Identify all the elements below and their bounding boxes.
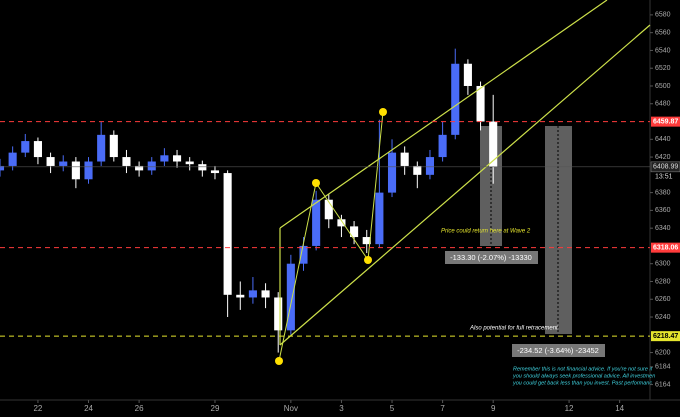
candle-body bbox=[84, 161, 93, 180]
candle-body bbox=[71, 161, 80, 180]
candle-body bbox=[122, 157, 131, 166]
candle-body bbox=[476, 85, 485, 122]
y-tick-label: 6540 bbox=[655, 47, 671, 54]
last-price-box bbox=[650, 161, 680, 173]
candle-body bbox=[438, 134, 447, 158]
candle-body bbox=[59, 161, 68, 166]
candle-body bbox=[274, 297, 283, 331]
candle-body bbox=[0, 165, 5, 171]
level-label: 6318.06 bbox=[653, 244, 678, 251]
disclaimer: you could get back less than you invest.… bbox=[512, 380, 652, 386]
disclaimer: Remember this is not financial advice. I… bbox=[513, 366, 653, 372]
x-tick-label: 9 bbox=[491, 404, 496, 413]
candle-body bbox=[312, 199, 321, 246]
candle-body bbox=[210, 170, 220, 174]
level-label-box bbox=[651, 331, 680, 342]
measure-label: -234.52 (-3.64%) -23452 bbox=[517, 346, 599, 355]
y-tick-label: 6184 bbox=[655, 364, 671, 371]
candle-body bbox=[375, 192, 384, 245]
y-tick-label: 6500 bbox=[655, 83, 671, 90]
candle-body bbox=[387, 152, 397, 193]
candle-body bbox=[223, 173, 232, 295]
candle-body bbox=[21, 141, 30, 153]
x-tick-label: 24 bbox=[84, 404, 93, 413]
x-tick-label: Nov bbox=[284, 404, 298, 413]
y-tick-label: 6200 bbox=[655, 349, 671, 356]
y-tick-label: 6280 bbox=[655, 278, 671, 285]
x-tick-label: 3 bbox=[339, 404, 344, 413]
channel-line bbox=[279, 0, 608, 229]
y-tick-label: 6440 bbox=[655, 136, 671, 143]
y-tick-label: 6360 bbox=[655, 207, 671, 214]
y-tick-label: 6260 bbox=[655, 296, 671, 303]
candle-body bbox=[400, 152, 409, 166]
y-tick-label: 6300 bbox=[655, 261, 671, 268]
candle-body bbox=[337, 219, 346, 227]
wave-point bbox=[364, 256, 372, 264]
x-tick-label: 5 bbox=[390, 404, 395, 413]
candle-body bbox=[160, 155, 169, 162]
disclaimer: you should always seek professional advi… bbox=[512, 373, 655, 379]
x-tick-label: 7 bbox=[440, 404, 445, 413]
y-tick-label: 6164 bbox=[655, 381, 671, 388]
candle-body bbox=[350, 226, 359, 238]
x-tick-label: 12 bbox=[565, 404, 574, 413]
candle-body bbox=[46, 157, 55, 166]
y-tick-label: 6580 bbox=[655, 12, 671, 19]
candle-body bbox=[172, 155, 182, 162]
y-tick-label: 6480 bbox=[655, 101, 671, 108]
last-price-label: 6408.99 bbox=[653, 164, 678, 171]
candle-body bbox=[463, 63, 472, 86]
x-tick-label: 14 bbox=[615, 404, 624, 413]
y-tick-label: 6380 bbox=[655, 189, 671, 196]
candle-body bbox=[33, 141, 42, 158]
x-tick-label: 26 bbox=[135, 404, 144, 413]
candle-body bbox=[286, 263, 295, 331]
level-label-box bbox=[651, 116, 680, 127]
y-tick-label: 6520 bbox=[655, 65, 671, 72]
candle-body bbox=[324, 199, 333, 220]
candle-body bbox=[198, 164, 207, 171]
x-tick-label: 29 bbox=[211, 404, 220, 413]
level-label: 6459.87 bbox=[653, 118, 678, 125]
level-label: 6218.47 bbox=[653, 333, 678, 340]
candle-body bbox=[8, 152, 17, 166]
wave-line bbox=[278, 111, 384, 362]
measure-label-box bbox=[445, 251, 538, 264]
candle-body bbox=[489, 121, 498, 167]
candle-body bbox=[185, 161, 194, 165]
annotation: Also potential for full retracement bbox=[469, 326, 558, 332]
candle-body bbox=[248, 290, 257, 298]
y-tick-label: 6420 bbox=[655, 154, 671, 161]
channel-line bbox=[279, 24, 651, 346]
level-label-box bbox=[651, 242, 680, 253]
measure-label-box bbox=[512, 344, 605, 357]
annotation: Price could return here at Wave 2 bbox=[441, 229, 531, 235]
candle-body bbox=[451, 63, 460, 135]
countdown-label: 13:51 bbox=[655, 174, 673, 181]
candle-body bbox=[413, 165, 422, 175]
wave-point bbox=[275, 357, 283, 365]
candle-body bbox=[425, 157, 435, 175]
candle-body bbox=[109, 134, 118, 158]
y-tick-label: 6340 bbox=[655, 225, 671, 232]
candle-body bbox=[261, 290, 270, 298]
candle-body bbox=[299, 245, 308, 264]
y-tick-label: 6240 bbox=[655, 314, 671, 321]
x-tick-label: 22 bbox=[33, 404, 42, 413]
measure-label: -133.30 (-2.07%) -13330 bbox=[450, 253, 532, 262]
candle-body bbox=[135, 165, 144, 171]
candle-body bbox=[362, 237, 371, 245]
candle-body bbox=[236, 294, 245, 298]
candle-body bbox=[97, 134, 106, 162]
y-tick-label: 6560 bbox=[655, 30, 671, 37]
candle-body bbox=[147, 161, 156, 171]
wave-point bbox=[379, 108, 387, 116]
wave-point bbox=[312, 179, 320, 187]
